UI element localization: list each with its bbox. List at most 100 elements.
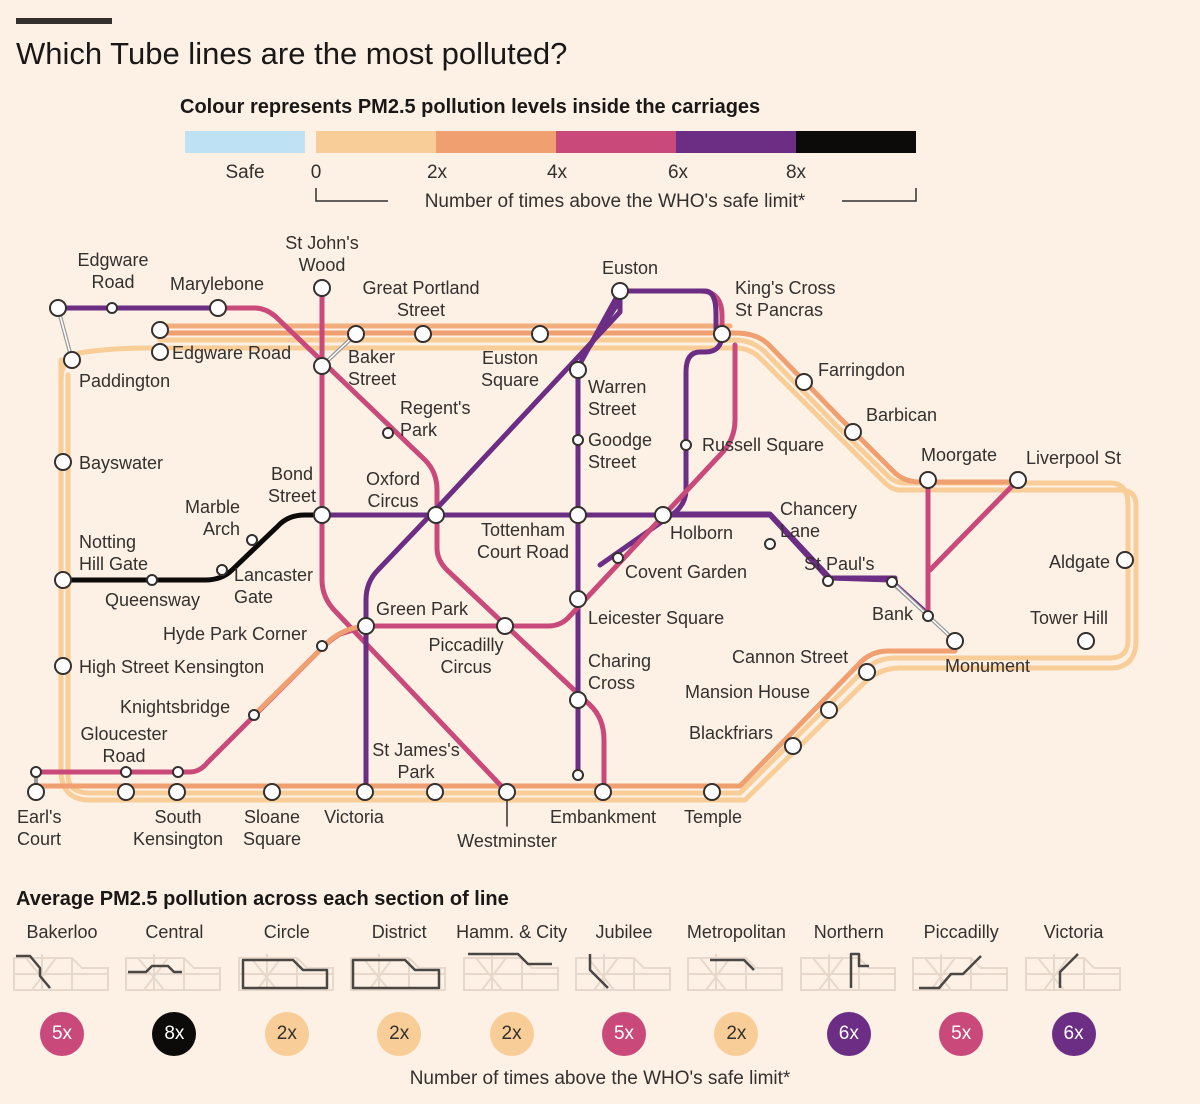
- label-baker-street: Baker Street: [348, 347, 396, 389]
- label-hyde-park-corner: Hyde Park Corner: [163, 624, 307, 644]
- station-sloane-square[interactable]: [263, 783, 281, 801]
- station-cannon-street[interactable]: [858, 663, 876, 681]
- station-chancery-lane[interactable]: [764, 538, 776, 550]
- district-inner-line: [32, 330, 1023, 789]
- label-paddington: Paddington: [79, 371, 170, 391]
- station-holborn[interactable]: [654, 506, 672, 524]
- label-oxford-circus: Oxford Circus: [366, 469, 420, 511]
- station-covent-garden[interactable]: [612, 552, 624, 564]
- station-edgware-road-bak[interactable]: [49, 299, 67, 317]
- station-edgware-road-circle[interactable]: [151, 343, 169, 361]
- station-bond-street[interactable]: [313, 506, 331, 524]
- station-leicester-square[interactable]: [569, 590, 587, 608]
- bakerloo-route-icon: [13, 954, 109, 991]
- label-monument: Monument: [945, 656, 1030, 676]
- station-oxford-circus[interactable]: [427, 506, 445, 524]
- scale-tick-4x: 4x: [547, 162, 568, 183]
- summary-line-circle: Circle 2x: [231, 920, 343, 1056]
- station-baker-street[interactable]: [313, 357, 331, 375]
- station-earls-court-a[interactable]: [30, 766, 42, 778]
- station-piccadilly-circus[interactable]: [496, 617, 514, 635]
- station-queensway[interactable]: [146, 574, 158, 586]
- label-victoria: Victoria: [324, 807, 385, 827]
- station-marylebone[interactable]: [209, 299, 227, 317]
- station-bayswater[interactable]: [54, 453, 72, 471]
- northern-route-icon: [799, 952, 896, 991]
- station-green-park[interactable]: [357, 617, 375, 635]
- station-bank-a[interactable]: [886, 576, 898, 588]
- scale-swatch-4: [556, 131, 676, 153]
- station-kings-cross[interactable]: [713, 325, 731, 343]
- label-russell-square: Russell Square: [702, 435, 824, 455]
- station-st-james-park[interactable]: [426, 783, 444, 801]
- station-regents-park[interactable]: [382, 427, 394, 439]
- station-victoria[interactable]: [356, 783, 374, 801]
- pollution-badge: 2x: [264, 1012, 309, 1056]
- station-marylebone-a[interactable]: [106, 302, 118, 314]
- station-great-portland[interactable]: [414, 325, 432, 343]
- tube-map: Safe 0 2x 4x 6x 8x Number of times above…: [17, 131, 1139, 851]
- summary-line-metropolitan: Metropolitan 2x: [680, 920, 792, 1056]
- station-bank[interactable]: [922, 610, 934, 622]
- station-temple[interactable]: [703, 783, 721, 801]
- summary-line-name: Northern: [813, 922, 884, 942]
- station-gloucester-road[interactable]: [117, 783, 135, 801]
- station-monument[interactable]: [946, 632, 964, 650]
- station-gloucester-road-b[interactable]: [172, 766, 184, 778]
- label-holborn: Holborn: [670, 523, 733, 543]
- station-south-ken[interactable]: [168, 783, 186, 801]
- station-knightsbridge[interactable]: [248, 709, 260, 721]
- station-barbican[interactable]: [844, 423, 862, 441]
- label-euston-square: Euston Square: [481, 348, 539, 390]
- summary-footer: Number of times above the WHO's safe lim…: [409, 1068, 791, 1089]
- central-line-black: [58, 512, 325, 583]
- station-embankment-a[interactable]: [572, 769, 584, 781]
- station-high-st-ken[interactable]: [54, 657, 72, 675]
- legend-title: Colour represents PM2.5 pollution levels…: [180, 96, 761, 118]
- station-goodge-street[interactable]: [572, 434, 584, 446]
- label-great-portland: Great Portland Street: [362, 278, 479, 320]
- station-euston-square[interactable]: [531, 325, 549, 343]
- station-liverpool-st[interactable]: [1009, 471, 1027, 489]
- station-lancaster-gate[interactable]: [216, 564, 228, 576]
- station-st-johns-wood[interactable]: [313, 279, 331, 297]
- label-kings-cross: King's Cross St Pancras: [735, 278, 835, 320]
- station-marble-arch[interactable]: [246, 534, 258, 546]
- hammersmith-city-route-icon: [462, 952, 559, 991]
- station-westminster[interactable]: [498, 783, 516, 801]
- station-aldgate[interactable]: [1116, 551, 1134, 569]
- station-paddington[interactable]: [63, 351, 81, 369]
- station-earls-court[interactable]: [27, 783, 45, 801]
- label-marylebone: Marylebone: [170, 274, 264, 294]
- station-embankment[interactable]: [594, 783, 612, 801]
- label-embankment: Embankment: [550, 807, 656, 827]
- label-cannon-street: Cannon Street: [732, 647, 848, 667]
- station-russell-square[interactable]: [680, 439, 692, 451]
- summary-line-northern: Northern 6x: [793, 920, 905, 1056]
- scale-bracket: [315, 188, 917, 202]
- pollution-badge: 5x: [939, 1012, 984, 1056]
- label-queensway: Queensway: [105, 590, 200, 610]
- station-farringdon[interactable]: [795, 373, 813, 391]
- station-tower-hill[interactable]: [1077, 632, 1095, 650]
- station-tottenham-court[interactable]: [569, 506, 587, 524]
- station-moorgate[interactable]: [919, 471, 937, 489]
- central-route-icon: [125, 954, 222, 991]
- station-mansion-house[interactable]: [820, 701, 838, 719]
- station-st-pauls[interactable]: [822, 575, 834, 587]
- station-hyde-park-corner[interactable]: [316, 640, 328, 652]
- label-edgware-road-bak: Edgware Road: [77, 250, 148, 292]
- station-euston[interactable]: [611, 282, 629, 300]
- station-notting-hill[interactable]: [54, 571, 72, 589]
- station-blackfriars[interactable]: [784, 737, 802, 755]
- station-warren-street[interactable]: [569, 361, 587, 379]
- summary-title: Average PM2.5 pollution across each sect…: [16, 888, 509, 910]
- station-charing-cross[interactable]: [569, 691, 587, 709]
- station-baker-street-a[interactable]: [347, 325, 365, 343]
- label-marble-arch: Marble Arch: [185, 497, 240, 539]
- station-edgware-road-circle-a[interactable]: [151, 321, 169, 339]
- summary-line-name: Victoria: [1043, 922, 1104, 942]
- station-gloucester-road-a[interactable]: [120, 766, 132, 778]
- summary-line-name: Central: [145, 922, 204, 942]
- station-labels: Edgware Road Marylebone St John's Wood Gre…: [17, 233, 1121, 851]
